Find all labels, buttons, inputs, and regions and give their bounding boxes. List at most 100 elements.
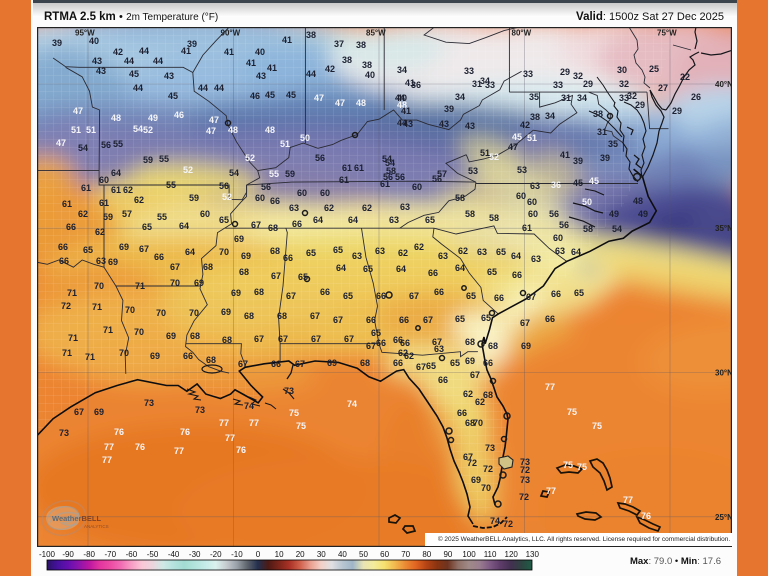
svg-text:30: 30 [317, 550, 326, 559]
svg-text:27: 27 [658, 83, 668, 93]
svg-text:77: 77 [104, 442, 114, 452]
svg-text:41: 41 [181, 46, 191, 56]
svg-text:73: 73 [284, 386, 294, 396]
svg-text:72: 72 [503, 519, 513, 529]
svg-text:66: 66 [292, 219, 302, 229]
svg-text:66: 66 [59, 256, 69, 266]
svg-text:65: 65 [371, 328, 381, 338]
svg-text:63: 63 [352, 251, 362, 261]
svg-text:62: 62 [324, 203, 334, 213]
svg-text:62: 62 [414, 242, 424, 252]
svg-text:95°W: 95°W [75, 29, 95, 38]
svg-text:56: 56 [261, 182, 271, 192]
svg-text:68: 68 [190, 331, 200, 341]
svg-text:31: 31 [597, 127, 607, 137]
svg-text:47: 47 [335, 98, 345, 108]
svg-text:51: 51 [86, 125, 96, 135]
svg-text:-100: -100 [39, 550, 56, 559]
svg-text:45: 45 [129, 69, 139, 79]
svg-text:90°W: 90°W [221, 29, 241, 38]
svg-text:57: 57 [122, 209, 132, 219]
svg-text:-50: -50 [147, 550, 159, 559]
svg-text:66: 66 [376, 338, 386, 348]
svg-text:65: 65 [466, 291, 476, 301]
svg-text:67: 67 [170, 262, 180, 272]
svg-text:64: 64 [336, 263, 346, 273]
svg-text:42: 42 [520, 120, 530, 130]
svg-text:-30: -30 [189, 550, 201, 559]
svg-text:55: 55 [269, 169, 279, 179]
svg-text:26: 26 [691, 92, 701, 102]
svg-text:ANALYTICS: ANALYTICS [84, 524, 109, 529]
svg-text:63: 63 [477, 247, 487, 257]
svg-text:44: 44 [395, 93, 405, 103]
svg-text:62: 62 [134, 195, 144, 205]
svg-text:59: 59 [103, 212, 113, 222]
svg-text:66: 66 [270, 196, 280, 206]
svg-text:67: 67 [238, 359, 248, 369]
svg-text:68: 68 [222, 335, 232, 345]
svg-text:60: 60 [527, 197, 537, 207]
svg-text:77: 77 [219, 418, 229, 428]
svg-text:74: 74 [244, 401, 254, 411]
svg-text:67: 67 [271, 271, 281, 281]
svg-text:68: 68 [465, 418, 475, 428]
svg-text:41: 41 [401, 106, 411, 116]
svg-text:35°N: 35°N [715, 224, 732, 233]
svg-text:77: 77 [249, 418, 259, 428]
svg-text:64: 64 [348, 215, 358, 225]
svg-text:70: 70 [481, 483, 491, 493]
svg-text:71: 71 [85, 352, 95, 362]
svg-text:77: 77 [623, 495, 633, 505]
svg-text:71: 71 [103, 325, 113, 335]
svg-text:70: 70 [156, 308, 166, 318]
svg-text:47: 47 [206, 126, 216, 136]
svg-text:67: 67 [526, 292, 536, 302]
svg-text:68: 68 [360, 358, 370, 368]
svg-text:54: 54 [78, 143, 88, 153]
svg-text:69: 69 [234, 234, 244, 244]
svg-text:130: 130 [526, 550, 540, 559]
svg-text:43: 43 [164, 71, 174, 81]
svg-text:-20: -20 [210, 550, 222, 559]
svg-text:69: 69 [150, 351, 160, 361]
svg-text:29: 29 [672, 106, 682, 116]
svg-text:69: 69 [521, 341, 531, 351]
svg-text:62: 62 [398, 348, 408, 358]
svg-text:80°W: 80°W [512, 29, 532, 38]
svg-text:41: 41 [282, 35, 292, 45]
svg-text:36: 36 [411, 80, 421, 90]
svg-text:67: 67 [295, 359, 305, 369]
svg-text:67: 67 [470, 370, 480, 380]
svg-text:-40: -40 [168, 550, 180, 559]
svg-text:69: 69 [221, 307, 231, 317]
svg-text:-70: -70 [105, 550, 117, 559]
svg-text:54: 54 [133, 124, 143, 134]
svg-text:74: 74 [490, 516, 500, 526]
svg-text:76: 76 [236, 445, 246, 455]
svg-text:77: 77 [225, 433, 235, 443]
svg-text:69: 69 [471, 475, 481, 485]
svg-text:45: 45 [168, 91, 178, 101]
svg-text:25: 25 [649, 64, 659, 74]
svg-text:70: 70 [219, 247, 229, 257]
svg-text:65: 65 [343, 291, 353, 301]
svg-text:34: 34 [480, 76, 490, 86]
svg-text:62: 62 [362, 203, 372, 213]
svg-text:90: 90 [443, 550, 452, 559]
svg-text:44: 44 [153, 56, 163, 66]
svg-text:55: 55 [159, 154, 169, 164]
svg-text:65: 65 [298, 272, 308, 282]
svg-text:67: 67 [416, 362, 426, 372]
svg-text:63: 63 [555, 246, 565, 256]
svg-text:32: 32 [573, 71, 583, 81]
svg-text:68: 68 [244, 311, 254, 321]
svg-text:34: 34 [455, 92, 465, 102]
svg-text:68: 68 [488, 341, 498, 351]
svg-text:45: 45 [589, 176, 599, 186]
svg-text:41: 41 [267, 63, 277, 73]
svg-text:73: 73 [520, 457, 530, 467]
svg-text:70: 70 [401, 550, 410, 559]
svg-text:66: 66 [457, 408, 467, 418]
svg-text:39: 39 [187, 39, 197, 49]
